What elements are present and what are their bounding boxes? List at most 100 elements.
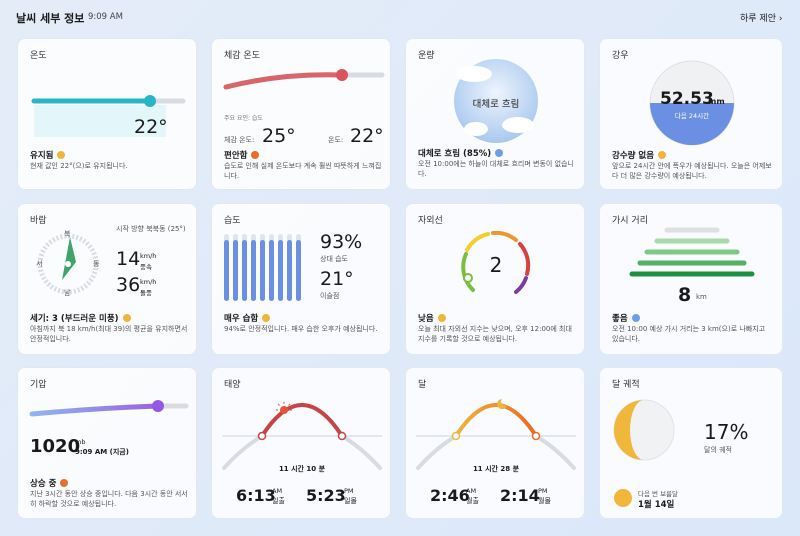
- humidity-value: 93%: [320, 231, 363, 253]
- humidity-bar: [296, 240, 301, 301]
- pressure-value: 1020: [30, 436, 81, 457]
- page-title: 날씨 세부 정보: [16, 12, 85, 25]
- temperature-value: 22°: [134, 116, 168, 138]
- compass-east: 동: [93, 260, 100, 268]
- humidity-bar: [287, 240, 292, 301]
- status: 상승 중: [30, 477, 68, 489]
- graphic: [336, 69, 348, 81]
- humidity-bar: [269, 240, 274, 301]
- gust-label: 돌풍: [140, 289, 152, 297]
- moon-phase: [613, 399, 675, 507]
- uv-value: 2: [489, 253, 503, 277]
- humidity-bar: [260, 240, 265, 301]
- graphic: [497, 399, 507, 409]
- graphic: [451, 431, 461, 441]
- compass: [37, 233, 99, 295]
- card-title: 강우: [612, 51, 629, 61]
- status: 좋음: [612, 312, 640, 324]
- humidity-bar: [251, 240, 256, 301]
- phase-label: 달의 궤적: [704, 446, 732, 454]
- pressure-unit: mb: [75, 438, 86, 446]
- rain-unit: mm: [708, 97, 725, 106]
- graphic: [223, 72, 345, 90]
- card-title: 온도: [30, 51, 47, 61]
- rain-period: 다음 24시간: [674, 112, 710, 120]
- uv-card: 자외선 2 낮음 오늘 최대 자외선 지수는 낮으며, 오후 12:00에 최대…: [405, 203, 585, 355]
- suggestion-link[interactable]: 하루 제안 ›: [740, 14, 783, 24]
- wind-card: 바람 북 동 남 서 시작 방향 북북동 (25°) 14 km/h 풍속 36…: [17, 203, 197, 355]
- dew-value: 21°: [320, 268, 354, 290]
- wind-speed: 14: [116, 248, 141, 270]
- sunrise-time: 6:13: [236, 486, 276, 505]
- graphic: [454, 403, 538, 438]
- day-length: 11 시간 10 분: [278, 465, 326, 473]
- feels-like-gauge: [223, 69, 385, 90]
- visibility-value: 8: [678, 284, 692, 306]
- sunset-time: 5:23: [306, 486, 346, 505]
- temp-value: 22°: [350, 125, 384, 147]
- graphic: [518, 242, 531, 276]
- moon-path: [416, 399, 576, 470]
- compass-south: 남: [64, 289, 71, 297]
- card-title: 바람: [30, 216, 47, 226]
- humidity-bars: [224, 234, 301, 301]
- graphic: [280, 406, 288, 414]
- moonset-time: 2:14: [500, 486, 540, 505]
- description: 오전 10:00에는 하늘이 대체로 흐리며 변동이 없습니다.: [418, 160, 574, 178]
- moon-length: 11 시간 28 분: [472, 465, 520, 473]
- speed-unit: km/h: [140, 252, 157, 260]
- wind-gust: 36: [116, 274, 141, 296]
- description: 아침까지 북 18 km/h(최대 39)의 평균을 유지하면서 안정적입니다.: [30, 325, 188, 343]
- feels-like-card: 체감 온도 주요 요인: 습도 체감 온도: 25° 온도: 22° 편안함 습…: [211, 38, 391, 190]
- wind-direction: 시작 방향 북북동 (25°): [116, 225, 186, 233]
- graphic: [614, 489, 632, 507]
- next-full-date: 1월 14일: [638, 500, 675, 510]
- temperature-card: 온도 22° 유지됨 현재 값인 22°(으)로 유지됩니다.: [17, 38, 197, 190]
- temperature-gauge: [31, 95, 186, 137]
- card-title: 달 궤적: [612, 380, 640, 390]
- graphic: [65, 261, 71, 267]
- graphic: [276, 402, 292, 411]
- card-title: 기압: [30, 380, 47, 390]
- card-title: 체감 온도: [224, 51, 260, 61]
- factor: 주요 요인: 습도: [224, 115, 263, 122]
- cloud-card: 운량 대체로 흐림 대체로 흐림 (85%) 오전 10:00에는 하늘이 대체…: [405, 38, 585, 190]
- humidity-card: 습도 93% 상대 습도 21° 이슬점 매우 습함 94%로 안정적입니다. …: [211, 203, 391, 355]
- cloud-graphic: [454, 59, 538, 143]
- status: 낮음: [418, 312, 446, 324]
- speed-label: 풍속: [140, 263, 152, 271]
- phase-value: 17%: [704, 420, 749, 444]
- description: 현재 값인 22°(으)로 유지됩니다.: [30, 162, 128, 170]
- graphic: [465, 232, 490, 252]
- rain-graphic: [649, 60, 735, 146]
- humidity-bar: [233, 240, 238, 301]
- graphic: [277, 403, 280, 406]
- graphic: [531, 431, 541, 441]
- moonset-label: 월몰: [538, 497, 551, 505]
- card-title: 자외선: [418, 216, 443, 226]
- graphic: [464, 122, 488, 136]
- sunset-label: 일몰: [344, 497, 357, 505]
- compass-west: 서: [36, 260, 43, 268]
- description: 오전 10:00 예상 가시 거리는 3 km(으)로 나빠지고 있습니다.: [612, 325, 766, 343]
- card-title: 가시 거리: [612, 216, 648, 226]
- status: 대체로 흐림 (85%): [418, 147, 503, 159]
- humidity-bar: [242, 240, 247, 301]
- card-title: 운량: [418, 51, 435, 61]
- graphic: [222, 434, 264, 470]
- humidity-bar: [224, 240, 229, 301]
- compass-north: 북: [64, 230, 71, 238]
- moonrise-label: 월출: [466, 497, 479, 505]
- feels-value: 25°: [262, 125, 296, 147]
- status: 매우 습함: [224, 312, 270, 324]
- graphic: [37, 233, 99, 295]
- sunset-period: PM: [344, 487, 354, 495]
- description: 습도로 인해 실제 온도보다 계속 훨씬 따뜻하게 느껴집니다.: [224, 162, 382, 180]
- moon-phase-card: 달 궤적 17% 달의 궤적 다음 번 보름달 1월 14일: [599, 367, 783, 519]
- graphic: [340, 434, 382, 470]
- pressure-card: 기압 1020 mb 9:09 AM (지금) 상승 중 지난 3시간 동안 상…: [17, 367, 197, 519]
- humidity-bar: [278, 240, 283, 301]
- moonrise-period: AM: [466, 487, 477, 495]
- card-title: 달: [418, 380, 427, 390]
- status: 편안함: [224, 149, 259, 161]
